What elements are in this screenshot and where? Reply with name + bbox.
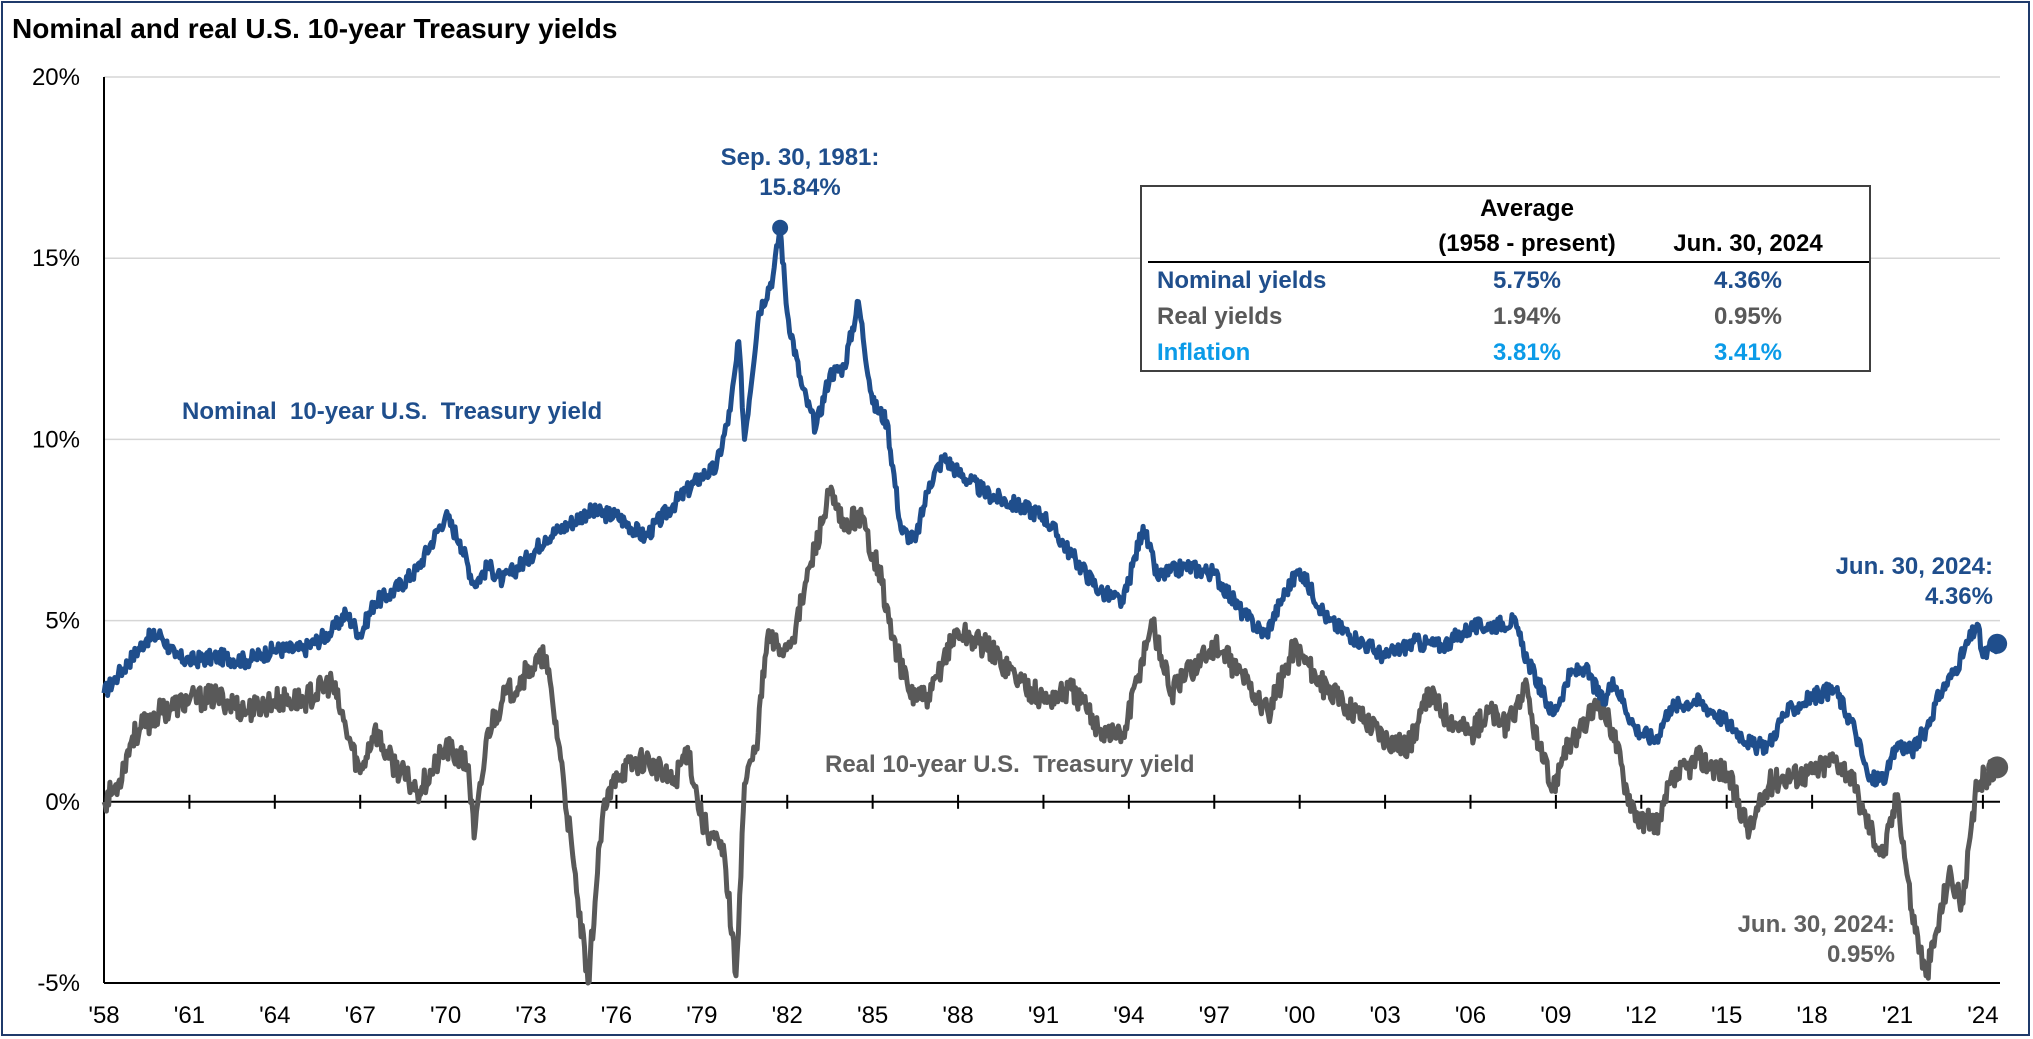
table-row-average: 3.81% bbox=[1493, 339, 1561, 366]
x-tick-label: '76 bbox=[601, 1002, 632, 1029]
nominal-end-annotation-value: 4.36% bbox=[1925, 583, 1993, 610]
table-row-label: Nominal yields bbox=[1157, 267, 1326, 294]
y-tick-label: 0% bbox=[45, 789, 80, 816]
x-tick-label: '73 bbox=[515, 1002, 546, 1029]
real-series-label: Real 10-year U.S. Treasury yield bbox=[825, 751, 1195, 778]
y-tick-label: 5% bbox=[45, 608, 80, 635]
table-rows: Nominal yields 5.75% 4.36% Real yields 1.94%… bbox=[1157, 267, 1782, 366]
table-header-average: Average bbox=[1480, 195, 1574, 222]
y-axis-ticks: -5% 0% 5% 10% 15% 20% bbox=[32, 64, 80, 997]
nominal-end-marker bbox=[1987, 633, 2008, 654]
x-tick-label: '94 bbox=[1113, 1002, 1144, 1029]
x-tick-label: '00 bbox=[1284, 1002, 1315, 1029]
y-tick-label: -5% bbox=[37, 970, 80, 997]
real-end-annotation-date: Jun. 30, 2024: bbox=[1738, 911, 1895, 938]
table-row-current: 0.95% bbox=[1714, 303, 1782, 330]
y-tick-label: 15% bbox=[32, 245, 80, 272]
x-tick-label: '12 bbox=[1626, 1002, 1657, 1029]
table-row-average: 5.75% bbox=[1493, 267, 1561, 294]
x-tick-label: '09 bbox=[1540, 1002, 1571, 1029]
x-tick-label: '82 bbox=[772, 1002, 803, 1029]
y-tick-label: 10% bbox=[32, 426, 80, 453]
table-row-current: 4.36% bbox=[1714, 267, 1782, 294]
table-header-period: (1958 - present) bbox=[1438, 230, 1615, 257]
real-yield-line bbox=[101, 484, 2000, 986]
x-tick-label: '85 bbox=[857, 1002, 888, 1029]
x-tick-label: '64 bbox=[259, 1002, 290, 1029]
summary-table: Average (1958 - present) Jun. 30, 2024 N… bbox=[1140, 185, 1871, 372]
x-tick-label: '58 bbox=[88, 1002, 119, 1029]
x-tick-label: '21 bbox=[1882, 1002, 1913, 1029]
x-axis: '58 '61 '64 '67 '70 '73 '76 '79 '82 '85 '88 '91 '94 '… bbox=[88, 794, 2000, 1029]
x-tick-label: '18 bbox=[1796, 1002, 1827, 1029]
x-tick-label: '88 bbox=[942, 1002, 973, 1029]
table-header-current: Jun. 30, 2024 bbox=[1673, 230, 1823, 257]
nominal-end-annotation-date: Jun. 30, 2024: bbox=[1836, 553, 1993, 580]
real-end-marker bbox=[1986, 756, 2009, 779]
x-tick-label: '06 bbox=[1455, 1002, 1486, 1029]
real-end-annotation-value: 0.95% bbox=[1827, 941, 1895, 968]
peak-annotation-value: 15.84% bbox=[759, 174, 840, 201]
x-tick-label: '67 bbox=[345, 1002, 376, 1029]
table-row-current: 3.41% bbox=[1714, 339, 1782, 366]
x-tick-label: '61 bbox=[174, 1002, 205, 1029]
x-tick-label: '03 bbox=[1369, 1002, 1400, 1029]
x-tick-label: '15 bbox=[1711, 1002, 1742, 1029]
x-tick-label: '70 bbox=[430, 1002, 461, 1029]
summary-table-box bbox=[1140, 185, 1871, 372]
x-tick-label: '97 bbox=[1199, 1002, 1230, 1029]
nominal-yield-line bbox=[101, 225, 2000, 788]
table-row-average: 1.94% bbox=[1493, 303, 1561, 330]
y-tick-label: 20% bbox=[32, 64, 80, 91]
table-row-label: Real yields bbox=[1157, 303, 1282, 330]
peak-marker bbox=[772, 219, 789, 236]
nominal-series-label: Nominal 10-year U.S. Treasury yield bbox=[182, 398, 602, 425]
table-row-label: Inflation bbox=[1157, 339, 1250, 366]
x-tick-label: '79 bbox=[686, 1002, 717, 1029]
x-tick-label: '91 bbox=[1028, 1002, 1059, 1029]
x-tick-label: '24 bbox=[1967, 1002, 1998, 1029]
chart-title: Nominal and real U.S. 10-year Treasury y… bbox=[12, 13, 617, 44]
peak-annotation-date: Sep. 30, 1981: bbox=[721, 144, 880, 171]
